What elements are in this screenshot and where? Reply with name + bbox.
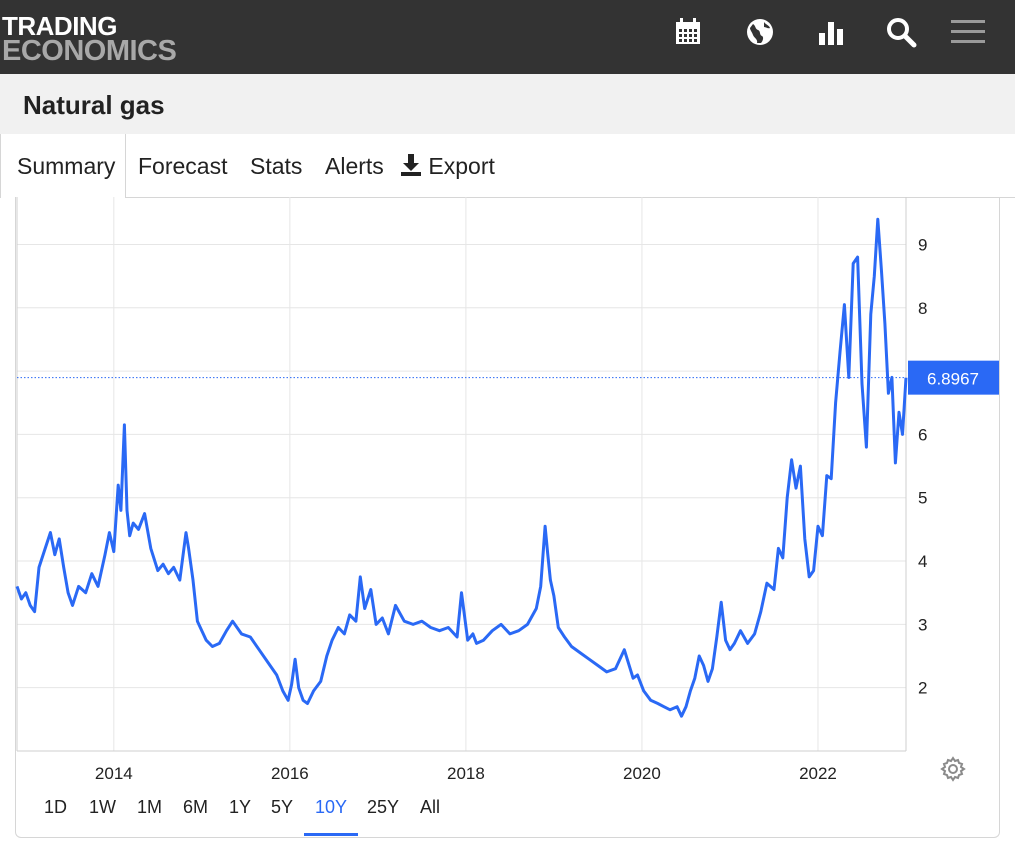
bar-chart-icon[interactable] [815,16,847,48]
y-tick-label: 6 [918,425,927,444]
y-tick-label: 2 [918,679,927,698]
x-tick-label: 2022 [799,764,837,783]
download-icon [401,154,421,176]
tab-alerts[interactable]: Alerts [325,153,384,179]
title-bar: Natural gas [0,74,1015,135]
x-tick-label: 2016 [271,764,309,783]
settings-gear-icon[interactable] [940,756,966,782]
range-1m[interactable]: 1M [137,797,163,817]
price-chart[interactable]: 2 3 4 5 6 8 9 2014 2016 2018 2020 2022 6.8967 [0,197,1015,797]
price-series-line[interactable] [15,217,908,718]
tab-bar: Summary Forecast Stats Alerts Export [0,134,1015,198]
last-value-badge [908,360,999,395]
tab-export-label: Export [428,153,495,179]
y-tick-label: 4 [918,552,927,571]
y-tick-label: 9 [918,235,927,254]
page-title: Natural gas [23,90,165,120]
y-tick-label: 5 [918,489,927,508]
tab-export[interactable]: Export [400,134,495,197]
top-bar: TRADING ECONOMICS [0,0,1015,74]
last-value-label: 6.8967 [927,370,979,389]
range-1y[interactable]: 1Y [229,797,252,817]
calendar-icon[interactable] [672,16,704,48]
tab-stats[interactable]: Stats [250,153,303,179]
range-6m[interactable]: 6M [183,797,209,817]
x-tick-label: 2020 [623,764,661,783]
tab-forecast[interactable]: Forecast [138,153,228,179]
range-active-underline [304,833,358,836]
chart-container [15,197,1000,838]
range-1d[interactable]: 1D [44,797,68,817]
tab-summary[interactable]: Summary [0,134,127,198]
globe-icon[interactable] [744,16,776,48]
logo[interactable]: TRADING ECONOMICS [2,11,177,67]
range-1w[interactable]: 1W [89,797,116,817]
range-10y[interactable]: 10Y [315,797,348,817]
range-25y[interactable]: 25Y [367,797,400,817]
search-icon[interactable] [885,16,917,48]
range-5y[interactable]: 5Y [271,797,294,817]
logo-line2: ECONOMICS [2,35,177,67]
range-all[interactable]: All [420,797,441,817]
logo-line1: TRADING [2,11,117,41]
x-tick-label: 2018 [447,764,485,783]
menu-icon[interactable] [951,16,987,48]
x-tick-label: 2014 [95,764,133,783]
y-tick-label: 3 [918,615,927,634]
y-tick-label: 8 [918,299,927,318]
